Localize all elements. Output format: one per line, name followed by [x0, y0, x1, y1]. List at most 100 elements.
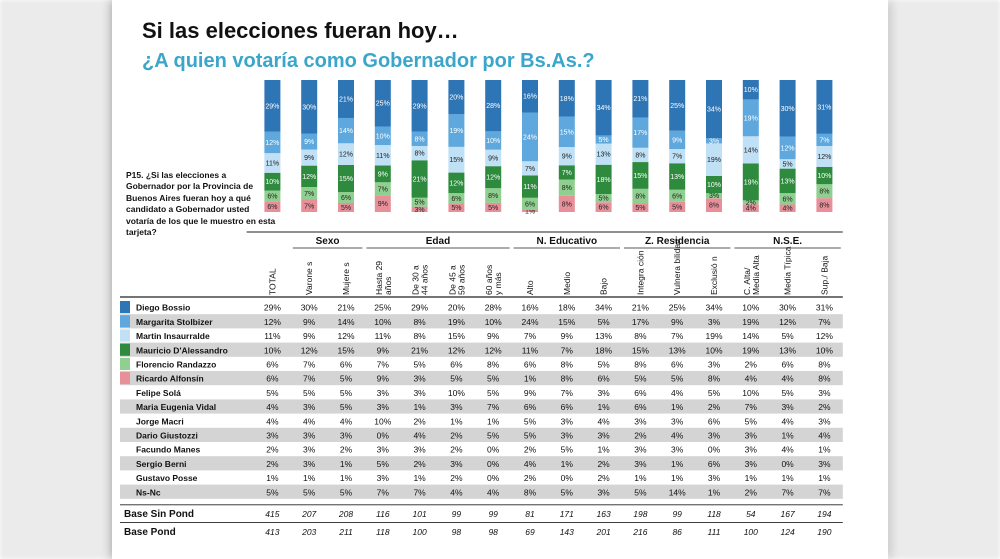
bar-value-label: 5%: [341, 205, 351, 212]
bar-value-label: 20%: [449, 95, 463, 102]
cell-value: 11%: [264, 331, 281, 341]
cell-value: 3%: [818, 416, 831, 426]
cell-value: 8%: [413, 317, 426, 327]
bar-segment: [264, 201, 281, 212]
cell-value: 4%: [781, 445, 794, 455]
bar-value-label: 34%: [707, 107, 721, 114]
bar-value-label: 6%: [783, 196, 793, 203]
cell-value: 12%: [485, 345, 502, 355]
cell-value: 6%: [634, 388, 647, 398]
cell-value: 3%: [561, 416, 574, 426]
legend-swatch: [120, 315, 130, 328]
cell-value: 5%: [597, 360, 610, 370]
cell-value: 12%: [779, 317, 796, 327]
cell-value: 7%: [303, 360, 316, 370]
cell-value: 6%: [561, 402, 574, 412]
cell-value: 21%: [337, 303, 354, 313]
base-row-label: Base Pond: [124, 527, 176, 538]
bar-value-label: 10%: [744, 87, 758, 94]
cell-value: 10%: [374, 416, 391, 426]
legend-swatch: [120, 301, 130, 314]
cell-value: 3%: [377, 388, 390, 398]
cell-value: 9%: [303, 317, 316, 327]
bar-value-label: 29%: [265, 103, 279, 110]
row-label: Margarita Stolbizer: [136, 317, 213, 327]
bar-value-label: 19%: [449, 128, 463, 135]
cell-value: 12%: [301, 345, 318, 355]
cell-value: 19%: [742, 317, 759, 327]
bar-segment: [485, 202, 502, 212]
cell-value: 10%: [264, 345, 281, 355]
bar-value-label: 12%: [449, 180, 463, 187]
base-cell-value: 99: [672, 509, 682, 519]
cell-value: 14%: [669, 487, 686, 497]
cell-value: 9%: [487, 331, 500, 341]
bar-segment: [706, 143, 722, 176]
bar-value-label: 11%: [266, 160, 280, 167]
row-stripe: [120, 456, 843, 471]
cell-value: 5%: [561, 487, 574, 497]
cell-value: 18%: [558, 303, 575, 313]
cell-value: 4%: [818, 431, 831, 441]
cell-value: 5%: [487, 431, 500, 441]
column-header-label: años: [383, 277, 393, 295]
cell-value: 3%: [781, 402, 794, 412]
cell-value: 1%: [818, 473, 831, 483]
bar-value-label: 14%: [339, 128, 353, 135]
bar-segment: [558, 80, 575, 117]
base-cell-value: 98: [488, 527, 498, 537]
bar-value-label: 9%: [304, 139, 314, 146]
cell-value: 1%: [781, 431, 794, 441]
column-header-label: TOTAL: [267, 268, 277, 295]
cell-value: 0%: [377, 431, 390, 441]
bar-value-label: 5%: [672, 204, 682, 211]
bar-segment: [522, 175, 538, 198]
row-label: Facundo Manes: [136, 445, 201, 455]
cell-value: 7%: [561, 345, 574, 355]
cell-value: 10%: [742, 388, 759, 398]
cell-value: 3%: [303, 431, 316, 441]
bar-value-label: 8%: [562, 201, 572, 208]
bar-value-label: 3%: [709, 138, 719, 145]
cell-value: 5%: [340, 487, 353, 497]
bar-value-label: 5%: [451, 205, 461, 212]
bar-value-label: 29%: [413, 103, 427, 110]
bar-value-label: 13%: [597, 152, 611, 159]
bar-value-label: 16%: [523, 94, 537, 101]
bar-value-label: 21%: [633, 96, 647, 103]
column-header-label: Mujere s: [341, 262, 351, 295]
bar-value-label: 31%: [817, 104, 831, 111]
bar-segment: [595, 143, 612, 165]
cell-value: 30%: [301, 303, 318, 313]
cell-value: 5%: [266, 487, 279, 497]
cell-value: 2%: [634, 431, 647, 441]
cell-value: 5%: [781, 388, 794, 398]
row-label: Ns-Nc: [136, 487, 161, 497]
cell-value: 1%: [561, 459, 574, 469]
cell-value: 6%: [634, 402, 647, 412]
cell-value: 19%: [705, 331, 722, 341]
bar-segment: [742, 99, 759, 137]
legend-swatch: [120, 372, 130, 385]
bar-segment: [301, 149, 318, 166]
cell-value: 1%: [708, 487, 721, 497]
cell-value: 0%: [781, 459, 794, 469]
cell-value: 0%: [487, 445, 500, 455]
bar-segment: [632, 188, 649, 204]
group-header-label: Z. Residencia: [645, 236, 710, 247]
bar-value-label: 30%: [302, 104, 316, 111]
bar-segment: [485, 188, 502, 203]
cell-value: 9%: [561, 331, 574, 341]
cell-value: 14%: [742, 331, 759, 341]
bar-segment: [595, 194, 612, 203]
cell-value: 5%: [487, 388, 500, 398]
cell-value: 5%: [487, 374, 500, 384]
cell-value: 1%: [340, 459, 353, 469]
column-header-label: Media Alta: [751, 255, 761, 295]
bar-segment: [632, 117, 649, 148]
cell-value: 5%: [524, 431, 537, 441]
column-header-label: Integra ción: [635, 250, 645, 295]
base-cell-value: 124: [781, 527, 795, 537]
base-cell-value: 415: [265, 509, 279, 519]
column-header-label: De 30 a: [411, 265, 421, 295]
